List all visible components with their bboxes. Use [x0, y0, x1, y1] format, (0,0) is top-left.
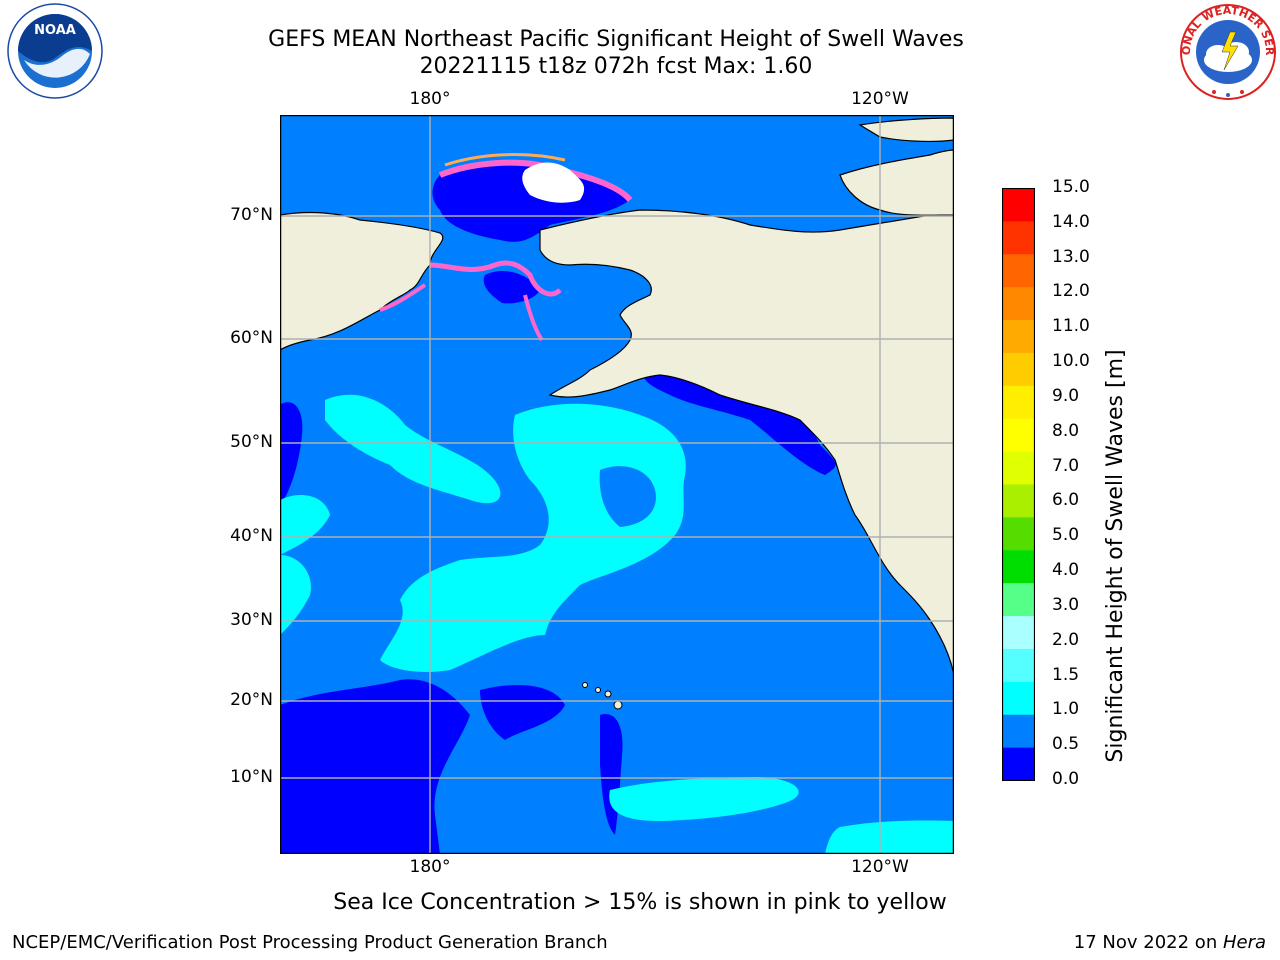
lon-label-bottom-180: 180°: [409, 857, 451, 877]
colorbar: [1002, 188, 1035, 781]
low-swell-south-center: [480, 685, 565, 740]
colorbar-tick-label: 5.0: [1052, 525, 1080, 546]
colorbar-tick-label: 15.0: [1052, 177, 1090, 197]
lat-label-70n: 70°N: [230, 205, 273, 225]
land-north-america: [539, 209, 954, 676]
high-swell-west-edge: [280, 495, 330, 555]
sea-ice-bering: [429, 260, 562, 297]
colorbar-tick-label: 7.0: [1052, 455, 1080, 476]
colorbar-segment: [1002, 451, 1035, 485]
colorbar-segment: [1002, 517, 1035, 551]
colorbar-segment: [1002, 747, 1035, 781]
land-arctic-top: [858, 117, 954, 143]
map-subtitle: 20221115 t18z 072h fcst Max: 1.60: [419, 54, 813, 79]
map-frame: [280, 115, 954, 854]
lon-label-top-120w: 120°W: [851, 89, 909, 109]
colorbar-tick-label: 3.0: [1052, 594, 1080, 615]
colorbar-tick-label: 12.0: [1052, 281, 1090, 302]
land-hawaii-4: [613, 700, 623, 710]
low-swell-north-west: [280, 402, 303, 505]
land-hawaii-3: [604, 690, 612, 698]
footer-date: 17 Nov 2022 on Hera: [1074, 932, 1266, 953]
high-swell-west: [325, 394, 501, 504]
colorbar-tick-label: 11.0: [1052, 316, 1090, 337]
colorbar-segment: [1002, 681, 1035, 716]
colorbar-segment: [1002, 352, 1035, 387]
map-title: GEFS MEAN Northeast Pacific Significant …: [268, 27, 964, 52]
footer-branch: NCEP/EMC/Verification Post Processing Pr…: [12, 932, 608, 953]
colorbar-segment: [1002, 648, 1035, 683]
colorbar-segment: [1002, 583, 1035, 617]
colorbar-frame: [1002, 188, 1035, 781]
low-swell-south-west: [280, 679, 470, 854]
noaa-logo-text: NOAA: [34, 23, 76, 38]
sea-ice-chukchi-outer: [444, 153, 566, 167]
lat-label-50n: 50°N: [230, 432, 273, 452]
nws-logo: NATIONAL WEATHER SERVICE: [1178, 2, 1276, 100]
colorbar-tick-label: 14.0: [1052, 211, 1090, 232]
land-arctic-islands: [839, 149, 954, 216]
colorbar-tick-label: 1.0: [1052, 699, 1080, 720]
colorbar-segment: [1002, 616, 1035, 650]
colorbar-tick-label: 6.0: [1052, 490, 1080, 511]
colorbar-tick-label: 9.0: [1052, 385, 1080, 406]
colorbar-segment: [1002, 320, 1035, 354]
land-hawaii-2: [595, 687, 601, 693]
lon-label-top-180: 180°: [409, 89, 451, 109]
sea-ice-alaska-west: [523, 294, 544, 342]
lat-label-10n: 10°N: [230, 767, 273, 787]
colorbar-tick-label: 13.0: [1052, 246, 1090, 267]
colorbar-segment: [1002, 550, 1035, 584]
colorbar-tick-label: 0.5: [1052, 734, 1080, 755]
noaa-logo: NOAA: [7, 3, 103, 99]
colorbar-segment: [1002, 287, 1035, 321]
colorbar-tick-label: 2.0: [1052, 629, 1080, 650]
colorbar-tick-label: 8.0: [1052, 420, 1080, 441]
mid-swell-interior: [599, 466, 656, 527]
colorbar-tick-label: 0.0: [1052, 769, 1080, 789]
colorbar-segment: [1002, 188, 1035, 222]
colorbar-segment: [1002, 714, 1035, 749]
lat-label-60n: 60°N: [230, 328, 273, 348]
colorbar-segment: [1002, 484, 1035, 518]
colorbar-tick-label: 4.0: [1052, 560, 1080, 581]
lat-label-30n: 30°N: [230, 610, 273, 630]
sea-ice-note: Sea Ice Concentration > 15% is shown in …: [333, 890, 947, 915]
colorbar-segment: [1002, 385, 1035, 420]
lat-label-40n: 40°N: [230, 526, 273, 546]
footer-host: Hera: [1222, 932, 1266, 953]
colorbar-segment: [1002, 254, 1035, 288]
colorbar-segment: [1002, 418, 1035, 453]
high-swell-south: [609, 777, 799, 821]
swell-height-map: [280, 115, 954, 854]
colorbar-tick-label: 10.0: [1052, 351, 1090, 372]
land-hawaii-1: [582, 682, 588, 688]
sea-ice-siberia-coast: [379, 283, 427, 312]
high-swell-southeast: [825, 820, 954, 854]
lon-label-bottom-120w: 120°W: [851, 857, 909, 877]
colorbar-tick-label: 1.5: [1052, 664, 1080, 685]
lat-label-20n: 20°N: [230, 690, 273, 710]
colorbar-title: Significant Height of Swell Waves [m]: [1103, 349, 1128, 763]
ice-no-data: [522, 162, 585, 203]
colorbar-segment: [1002, 221, 1035, 255]
high-swell-southwest-edge: [280, 555, 311, 635]
footer-date-text: 17 Nov 2022 on: [1073, 932, 1223, 953]
